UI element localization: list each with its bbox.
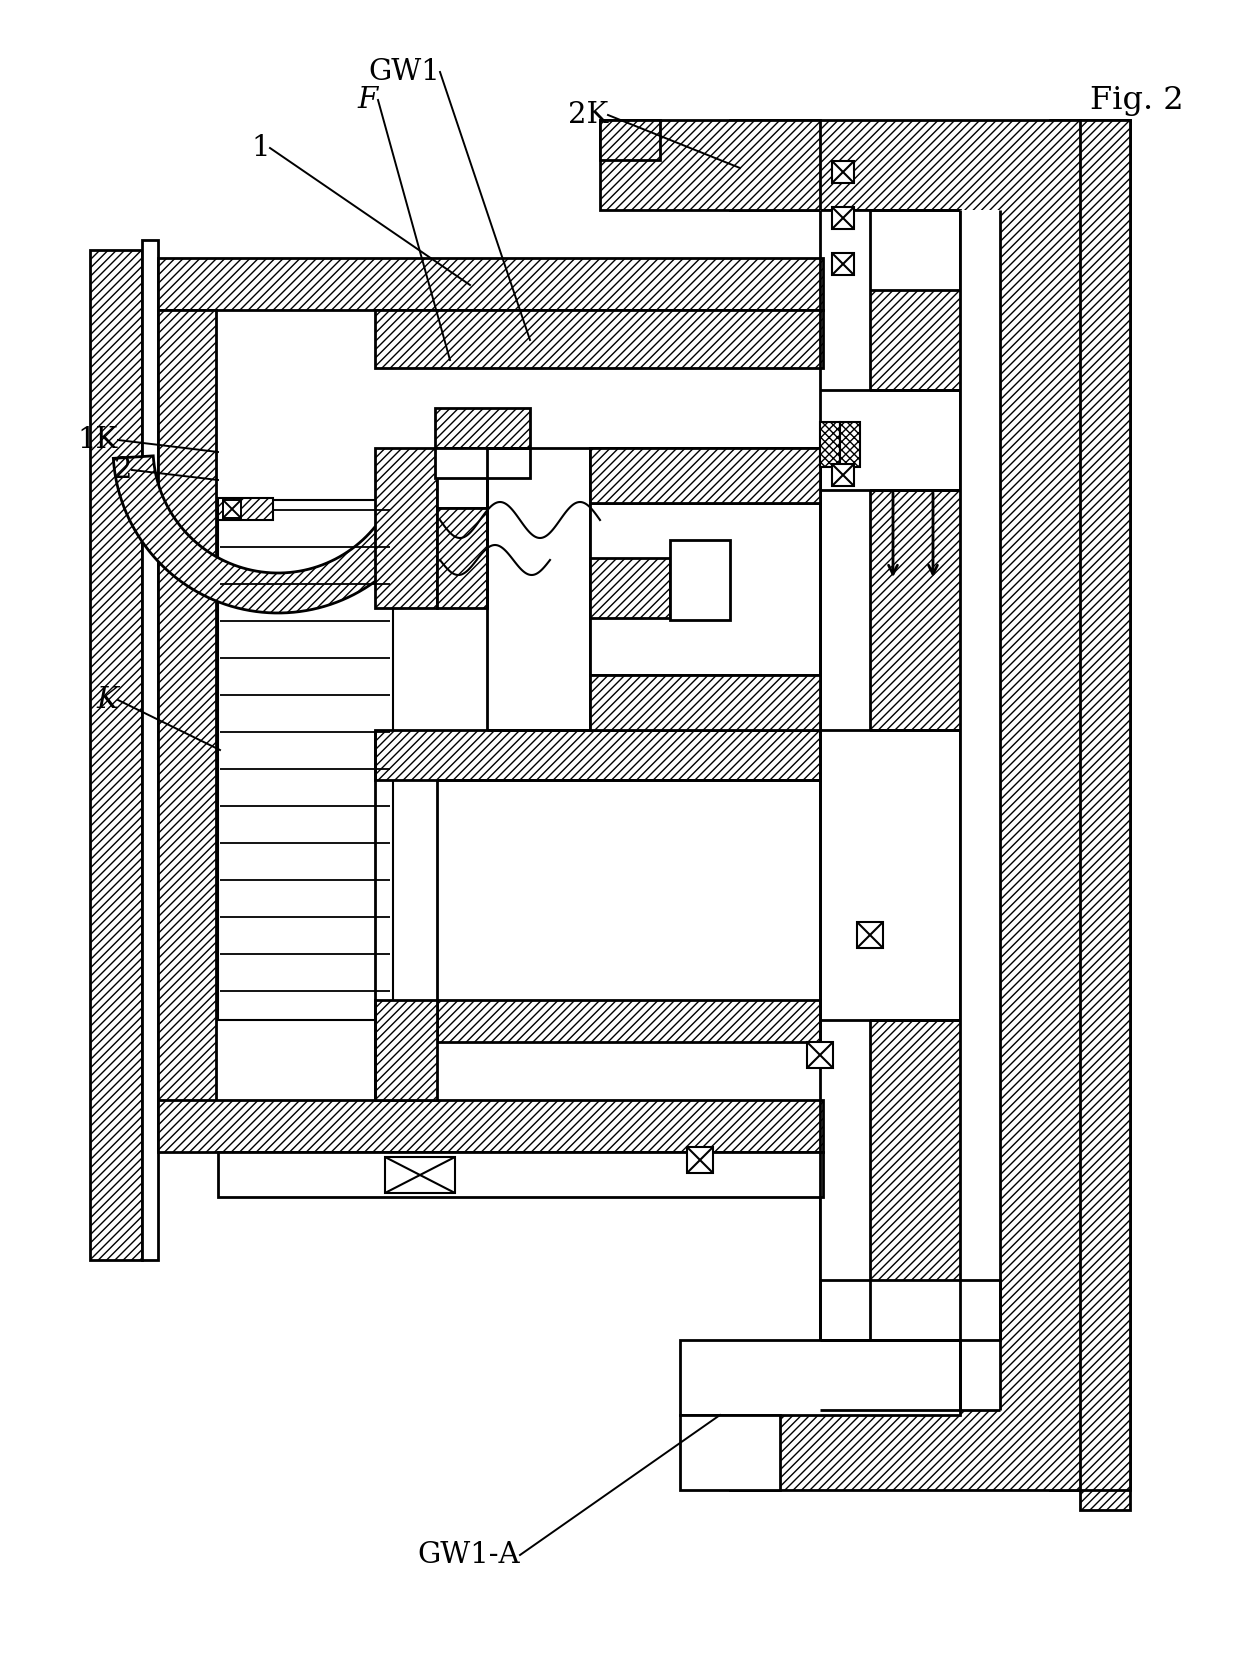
Bar: [374, 730, 820, 780]
Bar: [436, 508, 487, 608]
Bar: [600, 120, 660, 160]
Bar: [143, 240, 157, 1259]
Bar: [384, 1157, 455, 1192]
Bar: [832, 207, 854, 229]
Polygon shape: [590, 448, 820, 730]
Bar: [157, 311, 216, 1111]
Bar: [832, 160, 854, 184]
Bar: [960, 210, 999, 1409]
Bar: [374, 311, 823, 367]
Bar: [820, 1339, 880, 1409]
Bar: [218, 1152, 823, 1197]
Polygon shape: [730, 120, 1080, 1490]
Text: K: K: [97, 686, 118, 715]
Text: 1K: 1K: [78, 426, 118, 454]
Bar: [680, 1414, 780, 1490]
Bar: [832, 252, 854, 276]
Bar: [218, 371, 820, 1101]
Bar: [600, 120, 820, 210]
Bar: [436, 780, 820, 1000]
Bar: [590, 675, 820, 730]
Polygon shape: [1050, 120, 1130, 1490]
Bar: [687, 1147, 713, 1172]
Bar: [590, 448, 820, 503]
Polygon shape: [113, 456, 443, 613]
Bar: [374, 1000, 436, 1101]
Text: 2: 2: [114, 456, 131, 484]
Bar: [670, 539, 730, 620]
Bar: [91, 250, 143, 1259]
Bar: [435, 407, 529, 448]
Text: GW1-A: GW1-A: [418, 1541, 520, 1570]
Bar: [839, 423, 861, 468]
Text: Fig. 2: Fig. 2: [1090, 85, 1184, 115]
Bar: [590, 558, 670, 618]
Text: GW1: GW1: [368, 58, 440, 85]
Bar: [820, 1279, 999, 1339]
Text: F: F: [358, 85, 378, 114]
Bar: [487, 448, 820, 730]
Bar: [374, 448, 436, 608]
Bar: [680, 1339, 960, 1414]
Bar: [1080, 120, 1130, 1510]
Bar: [223, 499, 241, 518]
Text: 2K: 2K: [568, 100, 608, 129]
Bar: [435, 448, 529, 478]
Bar: [218, 499, 393, 1020]
Bar: [820, 210, 870, 1339]
Bar: [157, 257, 823, 311]
Bar: [436, 1000, 820, 1042]
Bar: [590, 503, 820, 675]
Bar: [832, 464, 854, 486]
Bar: [820, 423, 839, 468]
Bar: [218, 498, 273, 519]
Bar: [157, 1101, 823, 1152]
Bar: [857, 922, 883, 949]
Text: 1: 1: [252, 134, 270, 162]
Bar: [436, 448, 487, 508]
Bar: [807, 1042, 833, 1069]
